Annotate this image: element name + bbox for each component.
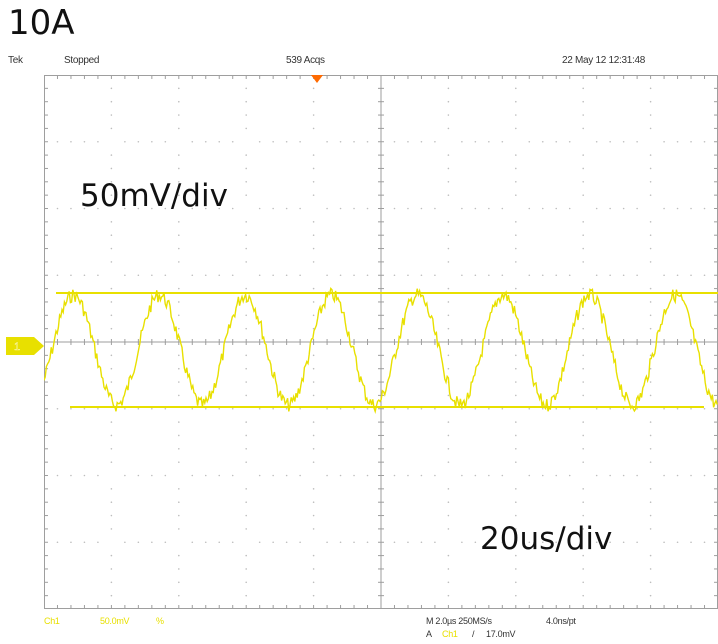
trigger-prefix: A	[426, 629, 432, 639]
channel-label: Ch1	[44, 616, 60, 626]
ch1-waveform	[44, 287, 718, 414]
scope-status-bar: Tek Stopped 539 Acqs 22 May 12 12:31:48	[0, 55, 718, 71]
scope-screen: 50mV/div 20us/div	[44, 75, 718, 609]
trigger-position-marker	[311, 75, 323, 83]
trigger-slope: /	[472, 629, 475, 639]
trigger-channel: Ch1	[442, 629, 458, 639]
horizontal-scale-label: 20us/div	[480, 521, 612, 557]
ch1-coupling-readout: %	[156, 616, 164, 626]
timebase-readout: M 2.0µs 250MS/s	[426, 616, 492, 626]
brand-label: Tek	[8, 55, 23, 66]
ch1-scale-readout: 50.0mV	[100, 616, 130, 626]
vertical-scale-label: 50mV/div	[80, 178, 228, 214]
timestamp: 22 May 12 12:31:48	[562, 55, 645, 66]
acquisition-count: 539 Acqs	[286, 55, 325, 66]
page-title: 10A	[8, 3, 75, 43]
scope-readout-bar: Ch1 50.0mV % M 2.0µs 250MS/s 4.0ns/pt A …	[0, 612, 718, 644]
acquisition-state: Stopped	[64, 55, 100, 66]
overlay-labels: 50mV/div 20us/div	[80, 178, 612, 557]
trigger-level-readout: 17.0mV	[486, 629, 516, 639]
resolution-readout: 4.0ns/pt	[546, 616, 576, 626]
ch1-ground-marker: 1	[6, 337, 44, 355]
graticule	[44, 75, 718, 609]
svg-text:1: 1	[14, 341, 20, 353]
